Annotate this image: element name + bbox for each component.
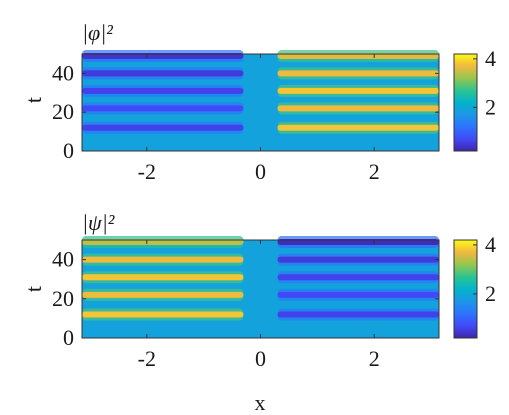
panel-psi-title: |ψ|² [82, 210, 115, 235]
panel-psi-xtick-label: -2 [138, 346, 156, 371]
panel-phi-xtick-label: 2 [369, 159, 380, 184]
panel-psi-xtick-label: 0 [255, 346, 266, 371]
panel-phi-colorbar-tick-label: 4 [485, 46, 496, 71]
panel-phi-ylabel: t [21, 97, 46, 103]
panel-psi-heatmap [82, 235, 439, 338]
panel-psi-ytick-label: 40 [52, 247, 74, 272]
panel-phi-ytick-label: 0 [63, 138, 74, 163]
panel-psi-colorbar-bar [453, 239, 478, 339]
panel-phi-colorbar: 24 [453, 46, 496, 152]
panel-psi-colorbar: 24 [453, 232, 496, 339]
panel-psi-colorbar-tick-label: 4 [485, 232, 496, 257]
panel-psi-band [277, 256, 439, 263]
panel-phi-band [82, 70, 244, 77]
panel-phi-heatmap [82, 49, 439, 151]
panel-psi-ylabel: t [21, 286, 46, 292]
panel-psi-band [277, 311, 439, 318]
panel-psi-band [277, 274, 439, 281]
panel-psi-band [277, 291, 439, 298]
panel-phi-band [277, 70, 439, 77]
panel-psi-colorbar-tick-label: 2 [485, 281, 496, 306]
panel-phi-xtick-label: -2 [138, 159, 156, 184]
panel-phi-colorbar-bar [453, 53, 478, 152]
panel-phi-band [277, 124, 439, 131]
panel-psi-band [82, 256, 244, 263]
panel-phi-band [277, 105, 439, 112]
panel-phi-colorbar-tick-label: 2 [485, 94, 496, 119]
panel-phi-band [82, 124, 244, 131]
panel-psi-band [82, 291, 244, 298]
panel-phi-title: |φ|² [82, 20, 113, 45]
panel-psi-xlabel: x [255, 390, 266, 415]
panel-psi-ytick-label: 0 [63, 325, 74, 350]
panel-phi-band [82, 87, 244, 94]
panel-phi-xtick-label: 0 [255, 159, 266, 184]
panel-phi-band [82, 105, 244, 112]
panel-psi-band [82, 274, 244, 281]
panel-psi-xtick-label: 2 [369, 346, 380, 371]
panel-phi-ytick-label: 40 [52, 60, 74, 85]
panel-phi-band [277, 87, 439, 94]
panel-psi-band [82, 311, 244, 318]
panel-psi-ytick-label: 20 [52, 286, 74, 311]
panel-phi-ytick-label: 20 [52, 99, 74, 124]
